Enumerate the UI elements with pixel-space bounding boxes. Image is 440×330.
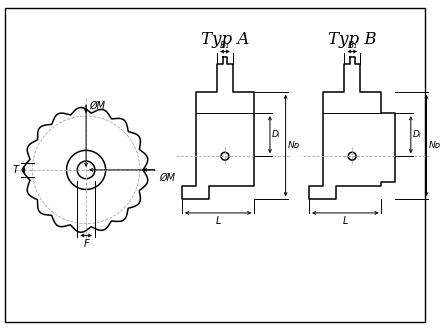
Text: Dₗ: Dₗ	[413, 130, 421, 139]
Text: ØM: ØM	[159, 173, 176, 183]
Text: L: L	[216, 216, 221, 226]
Text: Typ A: Typ A	[201, 31, 249, 48]
Text: T: T	[13, 165, 18, 175]
Text: Nᴅ: Nᴅ	[429, 141, 440, 150]
Text: ØM: ØM	[89, 100, 105, 111]
Text: F: F	[83, 239, 89, 249]
Text: Nᴅ: Nᴅ	[288, 141, 300, 150]
Text: Typ B: Typ B	[328, 31, 377, 48]
Text: Dₗ: Dₗ	[272, 130, 280, 139]
Text: L: L	[343, 216, 348, 226]
Text: B₁: B₁	[347, 41, 357, 49]
Text: B₁: B₁	[220, 41, 230, 49]
